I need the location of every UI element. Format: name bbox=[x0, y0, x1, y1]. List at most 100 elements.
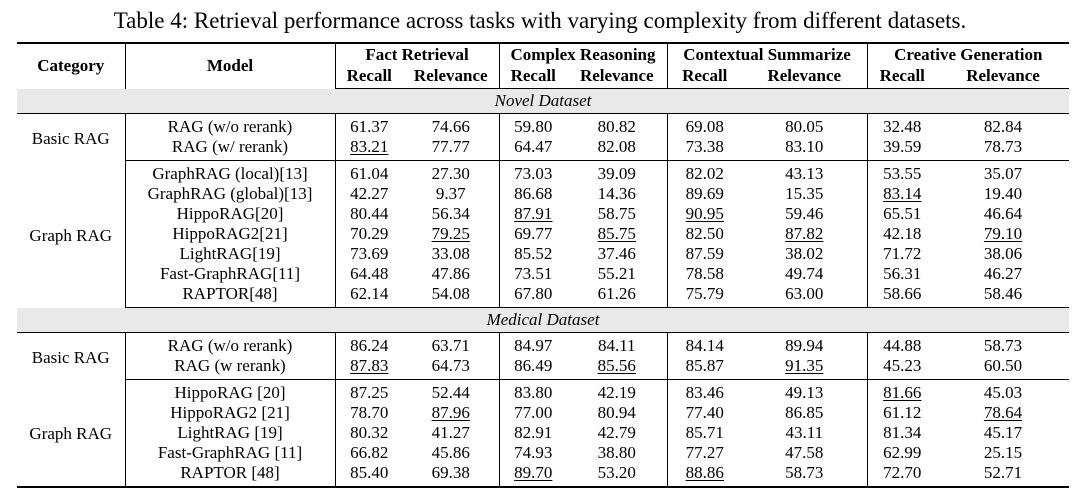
recall-cell: 65.51 bbox=[866, 204, 938, 224]
value-text: 80.94 bbox=[597, 403, 636, 422]
value-text: 80.44 bbox=[350, 204, 389, 223]
header-task-fact-retrieval: Fact Retrieval bbox=[334, 43, 499, 66]
recall-cell: 32.48 bbox=[866, 113, 938, 137]
recall-cell: 58.66 bbox=[866, 284, 938, 308]
value-text: 45.03 bbox=[983, 383, 1023, 402]
relevance-cell: 58.73 bbox=[937, 333, 1069, 357]
relevance-cell: 60.50 bbox=[937, 356, 1070, 380]
recall-cell: 66.82 bbox=[334, 443, 403, 463]
value-text: 61.04 bbox=[350, 164, 389, 183]
recall-cell: 85.71 bbox=[666, 423, 743, 443]
model-cell: HippoRAG2 [21] bbox=[124, 403, 335, 423]
value-text: 80.32 bbox=[350, 423, 389, 442]
relevance-cell: 46.27 bbox=[937, 264, 1069, 284]
recall-cell: 61.12 bbox=[866, 403, 938, 423]
model-cell: RAPTOR[48] bbox=[124, 284, 335, 308]
value-text: 47.86 bbox=[431, 264, 470, 283]
value-text: 62.99 bbox=[883, 443, 922, 462]
recall-cell: 64.48 bbox=[334, 264, 403, 284]
recall-cell: 42.18 bbox=[866, 224, 938, 244]
value-text: 33.08 bbox=[431, 244, 470, 263]
relevance-cell: 37.46 bbox=[567, 244, 667, 264]
relevance-cell: 63.00 bbox=[742, 284, 868, 308]
relevance-cell: 45.03 bbox=[937, 380, 1069, 404]
relevance-cell: 43.13 bbox=[742, 161, 867, 185]
relevance-cell: 85.75 bbox=[567, 224, 667, 244]
value-text: 41.27 bbox=[431, 423, 470, 442]
value-text: 80.82 bbox=[597, 117, 636, 136]
recall-cell: 87.83 bbox=[334, 356, 403, 380]
value-text: 73.69 bbox=[350, 244, 389, 263]
header-recall: Recall bbox=[498, 66, 567, 89]
header-recall: Recall bbox=[334, 66, 403, 89]
value-text: 77.00 bbox=[514, 403, 553, 422]
recall-cell: 72.70 bbox=[866, 463, 938, 488]
recall-cell: 73.69 bbox=[334, 244, 403, 264]
header-task-creative-generation: Creative Generation bbox=[866, 43, 1070, 66]
relevance-cell: 42.79 bbox=[567, 423, 667, 443]
relevance-cell: 78.73 bbox=[937, 137, 1070, 161]
relevance-cell: 84.11 bbox=[567, 333, 667, 357]
category-cell: Basic RAG bbox=[31, 128, 110, 148]
relevance-cell: 61.26 bbox=[567, 284, 668, 308]
value-text: 72.70 bbox=[883, 463, 922, 482]
value-text: 38.06 bbox=[983, 244, 1023, 263]
model-cell: HippoRAG[20] bbox=[124, 204, 335, 224]
header-task-contextual-summarize: Contextual Summarize bbox=[666, 43, 868, 66]
value-text: 83.46 bbox=[685, 383, 724, 402]
recall-cell: 53.55 bbox=[866, 160, 938, 184]
recall-cell: 84.14 bbox=[666, 332, 743, 356]
relevance-cell: 59.46 bbox=[742, 204, 867, 224]
value-text: 86.68 bbox=[514, 184, 553, 203]
value-text: 58.66 bbox=[883, 284, 922, 303]
value-text: 85.56 bbox=[597, 356, 636, 375]
recall-cell: 86.49 bbox=[498, 356, 567, 380]
section-title: Novel Dataset bbox=[17, 88, 1070, 114]
value-text: 39.59 bbox=[883, 137, 922, 156]
value-text: 42.18 bbox=[883, 224, 922, 243]
value-text: 90.95 bbox=[685, 204, 724, 223]
value-text: 59.80 bbox=[514, 117, 553, 136]
recall-cell: 77.27 bbox=[666, 443, 743, 463]
relevance-cell: 45.17 bbox=[937, 423, 1069, 443]
value-text: 75.79 bbox=[685, 284, 724, 303]
relevance-cell: 58.46 bbox=[937, 284, 1070, 308]
value-text: 49.13 bbox=[785, 383, 824, 402]
value-text: 37.46 bbox=[597, 244, 636, 263]
relevance-cell: 55.21 bbox=[567, 264, 667, 284]
table-row: Basic RAG RAG (w/o rerank) 61.37 74.66 59.80… bbox=[17, 113, 1069, 148]
value-text: 63.71 bbox=[431, 336, 470, 355]
header-category: Category bbox=[37, 56, 105, 76]
value-text: 58.73 bbox=[983, 336, 1023, 355]
value-text: 15.35 bbox=[785, 184, 824, 203]
recall-cell: 56.31 bbox=[866, 264, 938, 284]
header-recall: Recall bbox=[666, 66, 743, 89]
value-text: 78.70 bbox=[350, 403, 389, 422]
value-text: 61.37 bbox=[350, 117, 389, 136]
value-text: 43.11 bbox=[785, 423, 824, 442]
value-text: 61.12 bbox=[883, 403, 922, 422]
model-cell: RAG (w rerank) bbox=[124, 356, 335, 380]
table-row: RAG (w rerank) 87.83 64.73 86.49 85.56 85.87 9… bbox=[17, 356, 1070, 380]
recall-cell: 82.50 bbox=[666, 224, 743, 244]
value-text: 42.79 bbox=[597, 423, 636, 442]
value-text: 67.80 bbox=[514, 284, 553, 303]
value-text: 82.91 bbox=[514, 423, 553, 442]
value-text: 82.02 bbox=[685, 164, 724, 183]
model-cell: HippoRAG [20] bbox=[124, 379, 335, 403]
relevance-cell: 42.19 bbox=[567, 380, 667, 404]
relevance-cell: 45.86 bbox=[403, 443, 499, 463]
relevance-cell: 9.37 bbox=[403, 184, 499, 204]
value-text: 47.58 bbox=[785, 443, 824, 462]
relevance-cell: 79.10 bbox=[937, 224, 1069, 244]
value-text: 69.38 bbox=[431, 463, 470, 482]
value-text: 85.75 bbox=[597, 224, 636, 243]
value-text: 64.48 bbox=[350, 264, 389, 283]
recall-cell: 62.14 bbox=[334, 284, 403, 308]
value-text: 83.21 bbox=[350, 137, 389, 156]
recall-cell: 74.93 bbox=[498, 443, 567, 463]
section-header-row: Medical Dataset bbox=[17, 307, 1070, 333]
value-text: 52.71 bbox=[983, 463, 1023, 482]
value-text: 56.34 bbox=[431, 204, 470, 223]
table-row: RAG (w/ rerank) 83.21 77.77 64.47 82.08 73.38… bbox=[17, 137, 1070, 161]
